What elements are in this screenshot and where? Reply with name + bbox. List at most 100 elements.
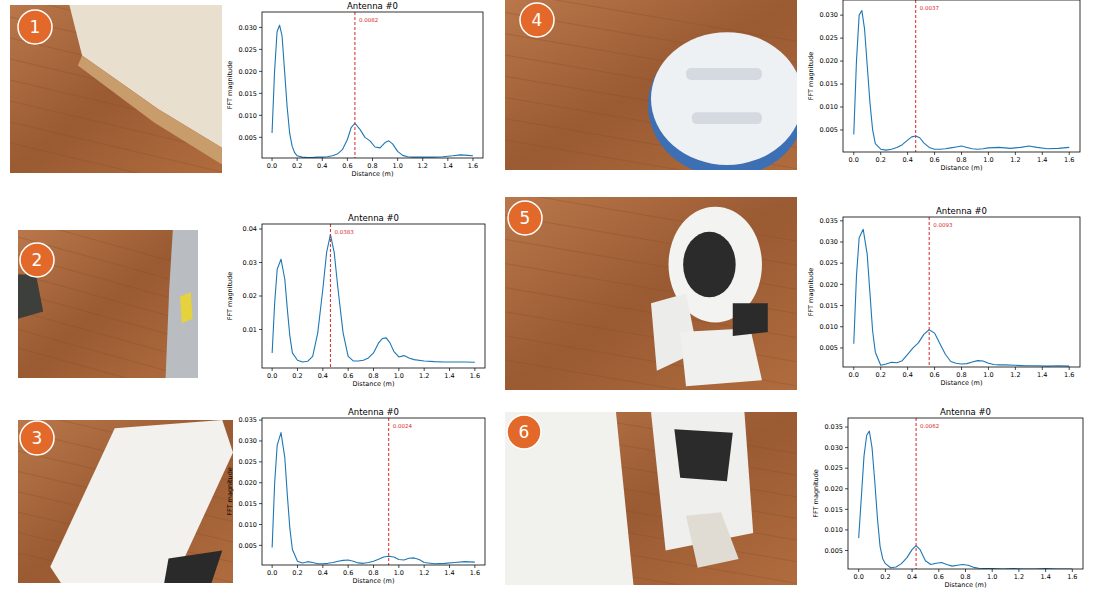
peak-label: 0.0062 [920, 423, 939, 429]
data-group [859, 418, 1073, 569]
y-tick [840, 84, 843, 85]
y-tick [259, 482, 262, 483]
x-axis-label: Distance (m) [352, 170, 394, 178]
x-tick [348, 565, 349, 568]
y-tick [845, 509, 848, 510]
y-tick [845, 550, 848, 551]
y-tick-label: 0.030 [824, 444, 843, 452]
x-tick [1015, 367, 1016, 370]
peak-label: 0.0082 [359, 17, 378, 23]
y-tick-label: 0.025 [238, 46, 257, 54]
x-tick [965, 569, 966, 572]
x-tick-label: 1.2 [1010, 156, 1020, 164]
x-tick [988, 152, 989, 155]
x-tick [297, 368, 298, 371]
chart-title: Antenna #0 [940, 407, 991, 417]
y-tick [840, 15, 843, 16]
x-tick-label: 1.0 [392, 162, 402, 170]
plot-area [843, 217, 1080, 367]
x-tick-label: 1.6 [470, 372, 480, 380]
chart: 0.00.20.40.60.81.01.21.41.60.010.020.030… [226, 213, 485, 388]
background [0, 0, 1094, 606]
plot-frame [262, 224, 485, 368]
x-axis-label: Distance (m) [945, 581, 987, 589]
x-tick-label: 0.6 [934, 573, 944, 581]
x-tick [907, 367, 908, 370]
chart: 0.00.20.40.60.81.01.21.41.60.0050.0100.0… [226, 407, 485, 585]
x-tick [880, 367, 881, 370]
y-tick [840, 242, 843, 243]
plot-frame [262, 418, 485, 565]
x-tick-label: 0.0 [267, 569, 277, 577]
y-tick-label: 0.015 [819, 80, 838, 88]
x-tick [934, 367, 935, 370]
data-group [854, 217, 1069, 367]
y-tick-label: 0.020 [238, 479, 257, 487]
x-tick-label: 1.4 [443, 162, 453, 170]
y-axis-label: FFT magnitude [226, 61, 234, 110]
chart: 0.00.20.40.60.81.01.21.41.60.0050.0100.0… [807, 0, 1080, 172]
x-tick [372, 158, 373, 161]
x-tick-label: 0.8 [956, 156, 966, 164]
badge-circle [18, 10, 52, 44]
floor [505, 197, 797, 390]
x-tick-label: 1.2 [1010, 371, 1020, 379]
badge-circle [20, 421, 54, 455]
badge-circle [507, 415, 541, 449]
x-tick-label: 0.4 [902, 156, 912, 164]
x-tick-label: 0.2 [876, 156, 886, 164]
metal-box [166, 230, 198, 378]
badge-circle [508, 201, 542, 235]
y-tick [259, 296, 262, 297]
y-tick-label: 0.030 [238, 24, 257, 32]
x-tick-label: 1.6 [1067, 573, 1077, 581]
photo [10, 5, 222, 173]
y-tick [259, 461, 262, 462]
fft-line [854, 229, 1069, 366]
fft-line [859, 431, 1073, 569]
x-tick-label: 0.6 [343, 372, 353, 380]
x-tick-label: 0.2 [292, 569, 302, 577]
x-axis-label: Distance (m) [353, 577, 395, 585]
x-tick-label: 0.4 [317, 162, 327, 170]
x-tick-label: 1.2 [419, 372, 429, 380]
photo [18, 420, 233, 583]
y-tick-label: 0.025 [819, 34, 838, 42]
y-tick-label: 0.005 [819, 126, 838, 134]
x-tick-label: 1.6 [1064, 371, 1074, 379]
peak-label: 0.0383 [334, 229, 354, 235]
y-tick [259, 137, 262, 138]
panel-badge: 4 [520, 3, 554, 37]
x-axis-label: Distance (m) [941, 164, 983, 172]
x-tick-label: 1.2 [1014, 573, 1024, 581]
data-group [272, 224, 475, 368]
y-tick [259, 524, 262, 525]
x-tick [347, 158, 348, 161]
x-tick [398, 565, 399, 568]
plot-area [843, 0, 1080, 152]
y-tick [259, 49, 262, 50]
x-tick-label: 0.2 [880, 573, 890, 581]
y-tick [259, 71, 262, 72]
peak-label: 0.0093 [933, 222, 953, 228]
x-tick [449, 565, 450, 568]
x-tick [880, 152, 881, 155]
x-tick [912, 569, 913, 572]
y-tick-label: 0.025 [819, 259, 838, 267]
y-axis-label: FFT magnitude [226, 467, 234, 516]
x-tick [885, 569, 886, 572]
x-tick-label: 0.0 [267, 162, 277, 170]
x-tick-label: 1.4 [1037, 156, 1047, 164]
x-tick-label: 1.0 [983, 156, 993, 164]
x-axis-label: Distance (m) [941, 379, 983, 387]
y-tick-label: 0.005 [819, 344, 838, 352]
label-sticker [180, 292, 193, 323]
y-tick [845, 468, 848, 469]
x-tick [961, 152, 962, 155]
fft-line [854, 11, 1069, 151]
x-tick [373, 565, 374, 568]
wall [69, 5, 222, 148]
x-tick [938, 569, 939, 572]
y-tick-label: 0.015 [819, 302, 838, 310]
x-tick [934, 152, 935, 155]
